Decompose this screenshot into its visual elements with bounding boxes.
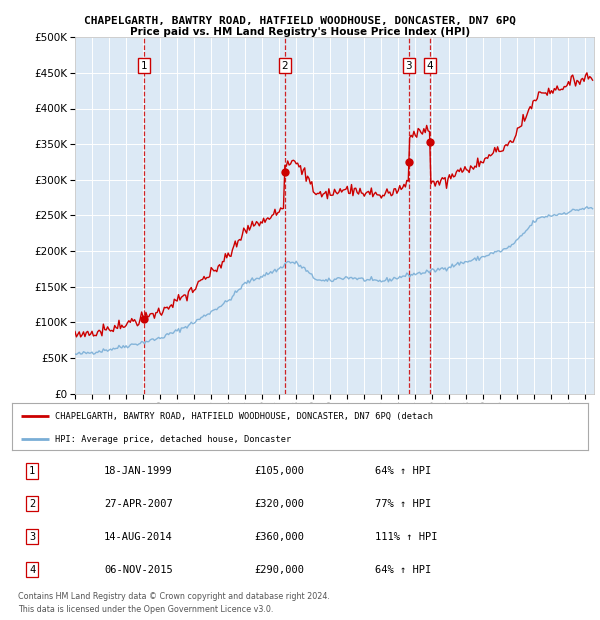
Text: 4: 4 — [427, 61, 433, 71]
Text: 1: 1 — [140, 61, 147, 71]
Text: Price paid vs. HM Land Registry's House Price Index (HPI): Price paid vs. HM Land Registry's House … — [130, 27, 470, 37]
Text: 3: 3 — [406, 61, 412, 71]
Text: 14-AUG-2014: 14-AUG-2014 — [104, 532, 173, 542]
Text: 3: 3 — [29, 532, 35, 542]
Text: CHAPELGARTH, BAWTRY ROAD, HATFIELD WOODHOUSE, DONCASTER, DN7 6PQ: CHAPELGARTH, BAWTRY ROAD, HATFIELD WOODH… — [84, 16, 516, 25]
Text: 2: 2 — [29, 499, 35, 509]
Text: CHAPELGARTH, BAWTRY ROAD, HATFIELD WOODHOUSE, DONCASTER, DN7 6PQ (detach: CHAPELGARTH, BAWTRY ROAD, HATFIELD WOODH… — [55, 412, 433, 420]
Text: Contains HM Land Registry data © Crown copyright and database right 2024.: Contains HM Land Registry data © Crown c… — [18, 592, 330, 601]
Text: £290,000: £290,000 — [254, 565, 304, 575]
Text: 27-APR-2007: 27-APR-2007 — [104, 499, 173, 509]
Text: £360,000: £360,000 — [254, 532, 304, 542]
Text: £105,000: £105,000 — [254, 466, 304, 476]
Text: 111% ↑ HPI: 111% ↑ HPI — [375, 532, 437, 542]
Text: 06-NOV-2015: 06-NOV-2015 — [104, 565, 173, 575]
Text: 1: 1 — [29, 466, 35, 476]
Text: HPI: Average price, detached house, Doncaster: HPI: Average price, detached house, Donc… — [55, 435, 292, 444]
Text: 64% ↑ HPI: 64% ↑ HPI — [375, 565, 431, 575]
Text: 4: 4 — [29, 565, 35, 575]
Text: 2: 2 — [281, 61, 288, 71]
Text: This data is licensed under the Open Government Licence v3.0.: This data is licensed under the Open Gov… — [18, 604, 274, 614]
Text: 77% ↑ HPI: 77% ↑ HPI — [375, 499, 431, 509]
Text: £320,000: £320,000 — [254, 499, 304, 509]
Text: 64% ↑ HPI: 64% ↑ HPI — [375, 466, 431, 476]
Text: 18-JAN-1999: 18-JAN-1999 — [104, 466, 173, 476]
